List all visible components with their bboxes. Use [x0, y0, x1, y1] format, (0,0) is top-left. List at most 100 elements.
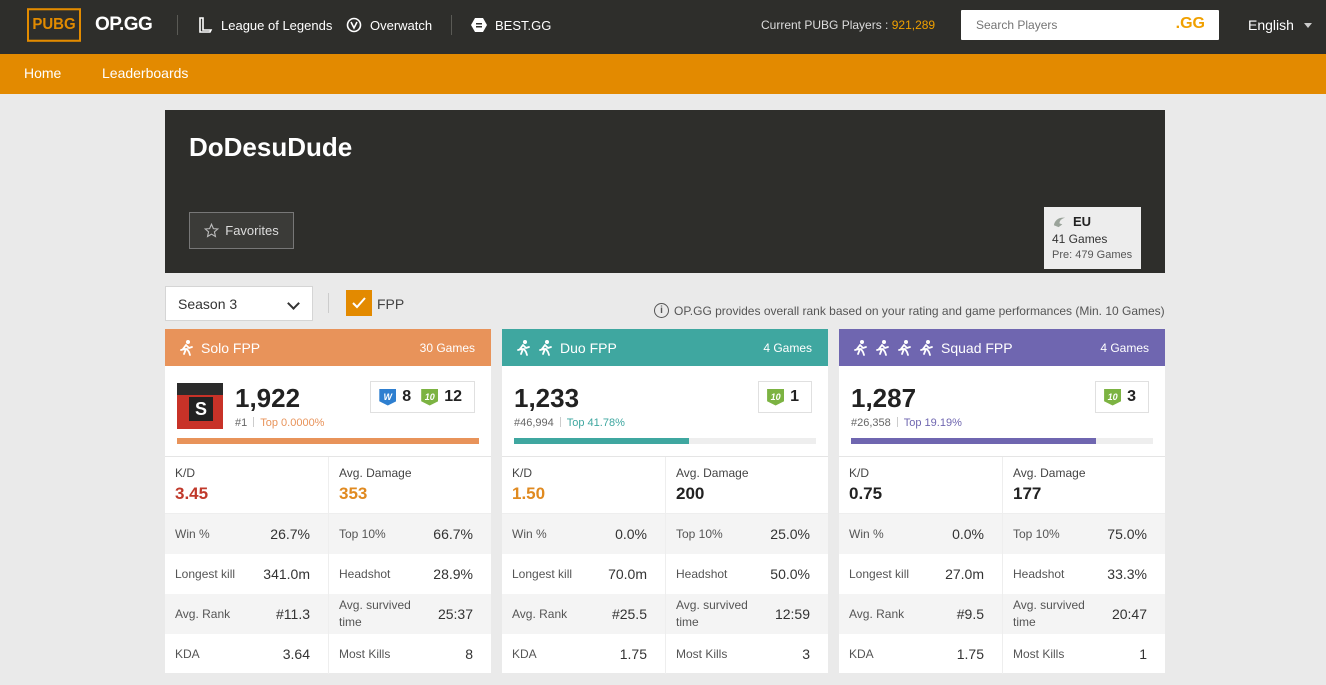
stat-row: Win % 26.7%: [165, 514, 328, 554]
stat-label: Headshot: [676, 566, 728, 581]
stat-label: Most Kills: [676, 646, 728, 661]
stat-label: Avg. Rank: [512, 607, 568, 621]
season-select[interactable]: Season 3: [165, 286, 313, 321]
kd-value: 0.75: [849, 484, 883, 503]
star-icon: [204, 223, 220, 238]
nav-league-of-legends[interactable]: League of Legends: [197, 17, 332, 33]
profile-header: DoDesuDude Favorites EU 41 Games Pre: 47…: [165, 110, 1165, 273]
damage-cell: Avg. Damage 353: [328, 457, 491, 514]
kd-cell: K/D 0.75: [839, 457, 1002, 514]
stat-value: 1: [1139, 646, 1147, 662]
card-header: Squad FPP 4 Games: [839, 329, 1165, 366]
fpp-checkbox[interactable]: [346, 290, 372, 316]
solo-fpp-card: Solo FPP 30 Games S 1,922 #1 Top 0.0000% W 8 10 1…: [165, 329, 491, 674]
tier-emblem: S: [177, 383, 223, 429]
rating-value: 1,922: [235, 383, 301, 413]
stat-label: Most Kills: [1013, 646, 1065, 661]
region-box[interactable]: EU 41 Games Pre: 479 Games: [1044, 207, 1141, 269]
pubg-logo[interactable]: PUBG: [27, 8, 81, 42]
stat-value: #9.5: [956, 606, 984, 622]
top-header: PUBG OP.GG League of Legends Overwatch B…: [0, 0, 1326, 54]
runner-icon: [920, 339, 933, 356]
stat-value: 28.9%: [433, 566, 473, 582]
damage-cell: Avg. Damage 177: [1002, 457, 1165, 514]
rank-line: #46,994 Top 41.78%: [514, 417, 625, 429]
stat-row: Avg. survived time 25:37: [328, 594, 491, 634]
language-label: English: [1248, 17, 1294, 33]
damage-label: Avg. Damage: [676, 466, 749, 480]
region-label: EU: [1073, 214, 1092, 229]
stat-row: Top 10% 66.7%: [328, 514, 491, 554]
kd-cell: K/D 3.45: [165, 457, 328, 514]
top10-badge-icon: 10: [767, 388, 785, 406]
rating-area: 1,287 #26,358 Top 19.19% 10 3: [839, 366, 1165, 457]
favorites-button[interactable]: Favorites: [189, 212, 294, 249]
stat-row: Avg. Rank #9.5: [839, 594, 1002, 634]
rating-area: 1,233 #46,994 Top 41.78% 10 1: [502, 366, 828, 457]
damage-label: Avg. Damage: [1013, 466, 1086, 480]
stat-row: Win % 0.0%: [502, 514, 665, 554]
stat-label: Avg. Rank: [849, 607, 905, 621]
stat-label: Avg. survived time: [676, 598, 748, 629]
damage-value: 353: [339, 484, 368, 503]
stat-row: Most Kills 1: [1002, 634, 1165, 674]
nav-bestgg[interactable]: BEST.GG: [471, 17, 551, 33]
stat-value: 341.0m: [263, 566, 310, 582]
stat-row: KDA 1.75: [502, 634, 665, 674]
opgg-logo[interactable]: OP.GG: [95, 14, 153, 35]
badges: W 8 10 12: [370, 381, 475, 413]
language-select[interactable]: English: [1248, 17, 1312, 33]
duo-fpp-card: Duo FPP 4 Games 1,233 #46,994 Top 41.78% 10 1 K…: [502, 329, 828, 674]
stat-value: 12:59: [774, 606, 810, 622]
mode-title: Squad FPP: [941, 339, 1013, 356]
mode-title: Duo FPP: [560, 339, 617, 356]
stat-label: Win %: [512, 527, 547, 541]
stat-value: 1.75: [956, 646, 984, 662]
nav-label: Overwatch: [370, 17, 433, 33]
player-name: DoDesuDude: [189, 132, 353, 162]
caret-down-icon: [1303, 22, 1312, 28]
nav-overwatch[interactable]: Overwatch: [346, 17, 432, 33]
stat-value: 50.0%: [770, 566, 810, 582]
rating-value: 1,287: [851, 383, 917, 413]
rating-progress-fill: [514, 438, 690, 444]
stat-label: Avg. survived time: [1013, 598, 1085, 629]
nav-leaderboards[interactable]: Leaderboards: [102, 65, 189, 81]
search-gg-button[interactable]: .GG: [1175, 15, 1205, 32]
nav-home[interactable]: Home: [24, 65, 62, 81]
mode-games: 4 Games: [763, 340, 812, 355]
stat-value: 0.0%: [615, 526, 647, 542]
stat-label: Top 10%: [339, 526, 386, 541]
stat-value: 25.0%: [770, 526, 810, 542]
fpp-label[interactable]: FPP: [377, 296, 405, 312]
stat-grid: K/D 0.75 Avg. Damage 177 Win % 0.0% Top 10% 75.…: [839, 457, 1165, 674]
stat-value: 3: [802, 646, 810, 662]
rank-line: #1 Top 0.0000%: [235, 417, 324, 429]
nav-label: League of Legends: [221, 17, 333, 33]
info-text: OP.GG provides overall rank based on you…: [674, 303, 1165, 318]
stat-value: #25.5: [611, 606, 647, 622]
card-header: Solo FPP 30 Games: [165, 329, 491, 366]
stat-row: Most Kills 3: [665, 634, 828, 674]
rank-position: #1: [235, 417, 248, 429]
nav-label: BEST.GG: [495, 17, 552, 33]
stat-row: Avg. survived time 12:59: [665, 594, 828, 634]
rating-value: 1,233: [514, 383, 580, 413]
stat-value: 33.3%: [1107, 566, 1147, 582]
stat-row: KDA 3.64: [165, 634, 328, 674]
stat-row: Most Kills 8: [328, 634, 491, 674]
stat-value: 27.0m: [945, 566, 984, 582]
stat-value: 75.0%: [1107, 526, 1147, 542]
check-icon: [352, 297, 366, 309]
badge-count: 12: [444, 388, 462, 405]
stat-value: 25:37: [437, 606, 473, 622]
stat-label: Most Kills: [339, 646, 391, 661]
stat-row: Longest kill 27.0m: [839, 554, 1002, 594]
stat-row: Top 10% 75.0%: [1002, 514, 1165, 554]
runner-icon: [854, 339, 867, 356]
search-input[interactable]: [961, 10, 1151, 40]
stat-label: Headshot: [339, 566, 391, 581]
stat-value: 66.7%: [433, 526, 473, 542]
badge-count: 3: [1127, 388, 1136, 405]
damage-value: 177: [1013, 484, 1042, 503]
